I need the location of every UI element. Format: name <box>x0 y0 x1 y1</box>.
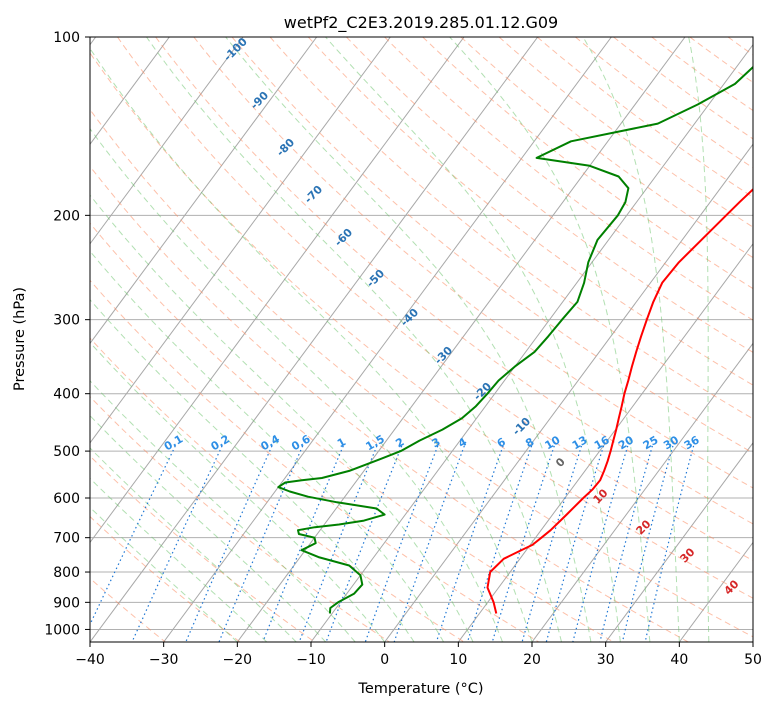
dry-adiabat <box>422 37 753 290</box>
y-tick-label: 400 <box>53 387 80 403</box>
isotherm <box>163 37 612 642</box>
y-axis-label: Pressure (hPa) <box>12 287 28 391</box>
chart-title: wetPf2_C2E3.2019.285.01.12.G09 <box>284 13 558 33</box>
x-tick-label: 40 <box>670 652 688 668</box>
dry-adiabats <box>90 37 753 642</box>
dry-adiabat <box>90 222 614 642</box>
isotherm <box>90 37 244 245</box>
x-tick-label: 10 <box>449 652 467 668</box>
mixing-ratio-line <box>364 445 439 642</box>
y-tick-label: 1000 <box>44 622 80 638</box>
dry-adiabat <box>269 37 753 420</box>
moist-adiabat <box>90 447 297 642</box>
moist-adiabat <box>325 37 621 642</box>
x-tick-label: −20 <box>223 652 253 668</box>
y-tick-label: 700 <box>53 531 80 547</box>
y-tick-label: 600 <box>53 491 80 507</box>
y-tick-label: 300 <box>53 313 80 329</box>
x-tick-label: 20 <box>523 652 541 668</box>
dry-adiabat <box>90 52 753 599</box>
isotherm <box>236 37 686 642</box>
x-tick-label: −10 <box>296 652 326 668</box>
dry-adiabat <box>498 37 753 228</box>
isotherm <box>90 37 170 146</box>
moist-adiabat <box>146 37 562 642</box>
moist-adiabat <box>225 37 592 642</box>
y-tick-label: 200 <box>53 208 80 224</box>
mixing-ratio-line <box>262 445 344 642</box>
y-tick-label: 100 <box>53 30 80 46</box>
mixing-ratio-line <box>466 445 533 642</box>
dry-adiabat <box>155 37 753 525</box>
dry-adiabat <box>90 455 315 642</box>
y-axis-ticks: 100 200 300 400 500 600 700 800 900 1000 <box>44 30 90 638</box>
moist-adiabat <box>90 47 533 642</box>
isotherm <box>384 143 753 642</box>
x-axis-label: Temperature (°C) <box>357 681 483 697</box>
y-tick-label: 500 <box>53 444 80 460</box>
x-tick-label: −40 <box>75 652 105 668</box>
moist-adiabat <box>688 37 710 642</box>
moist-adiabat <box>90 477 268 642</box>
moist-adiabats <box>90 37 710 642</box>
x-tick-label: −30 <box>149 652 179 668</box>
isotherm <box>310 43 753 642</box>
y-tick-label: 800 <box>53 565 80 581</box>
dry-adiabat <box>90 337 465 642</box>
dry-adiabat <box>307 37 753 386</box>
dry-adiabat <box>613 37 753 140</box>
profile-lines <box>277 65 753 614</box>
mixing-ratio-line <box>393 445 465 642</box>
moist-adiabat <box>90 341 386 642</box>
moist-adiabat <box>90 127 503 642</box>
moist-adiabat <box>449 37 651 642</box>
mixing-ratio-line <box>491 445 555 642</box>
moist-adiabat <box>90 299 415 642</box>
dry-adiabat <box>346 37 753 353</box>
dry-adiabat <box>90 108 753 638</box>
isotherm <box>457 242 753 642</box>
isotherm <box>90 37 318 345</box>
dry-adiabat <box>536 37 753 198</box>
moist-adiabat <box>90 380 356 642</box>
dry-adiabat <box>193 37 753 489</box>
dry-adiabat <box>90 279 540 642</box>
y-tick-label: 900 <box>53 595 80 611</box>
plot-frame <box>89 36 754 643</box>
mixing-ratio-line <box>435 445 504 642</box>
dewpoint-profile-line <box>277 65 753 614</box>
dry-adiabat <box>90 395 390 642</box>
x-tick-label: 0 <box>380 652 389 668</box>
moist-adiabat <box>582 37 680 642</box>
dry-adiabat <box>117 37 753 562</box>
x-tick-label: 50 <box>744 652 762 668</box>
x-axis-ticks: −40 −30 −20 −10 0 10 20 30 40 50 <box>75 642 762 668</box>
temperature-profile-line <box>486 188 753 614</box>
skewed-isotherms <box>90 37 753 642</box>
moist-adiabat <box>90 506 238 642</box>
isotherm <box>90 37 539 642</box>
dry-adiabat <box>90 165 689 642</box>
x-tick-label: 30 <box>597 652 615 668</box>
mixing-ratio-line <box>131 445 223 642</box>
isotherm <box>90 37 465 544</box>
isotherm <box>90 37 391 444</box>
isotherm <box>531 342 753 642</box>
mixing-ratio-lines <box>90 445 695 642</box>
moist-adiabat <box>90 414 327 642</box>
mixing-ratio-line <box>298 445 378 642</box>
mixing-ratio-line <box>90 445 176 626</box>
isotherm <box>605 442 753 642</box>
